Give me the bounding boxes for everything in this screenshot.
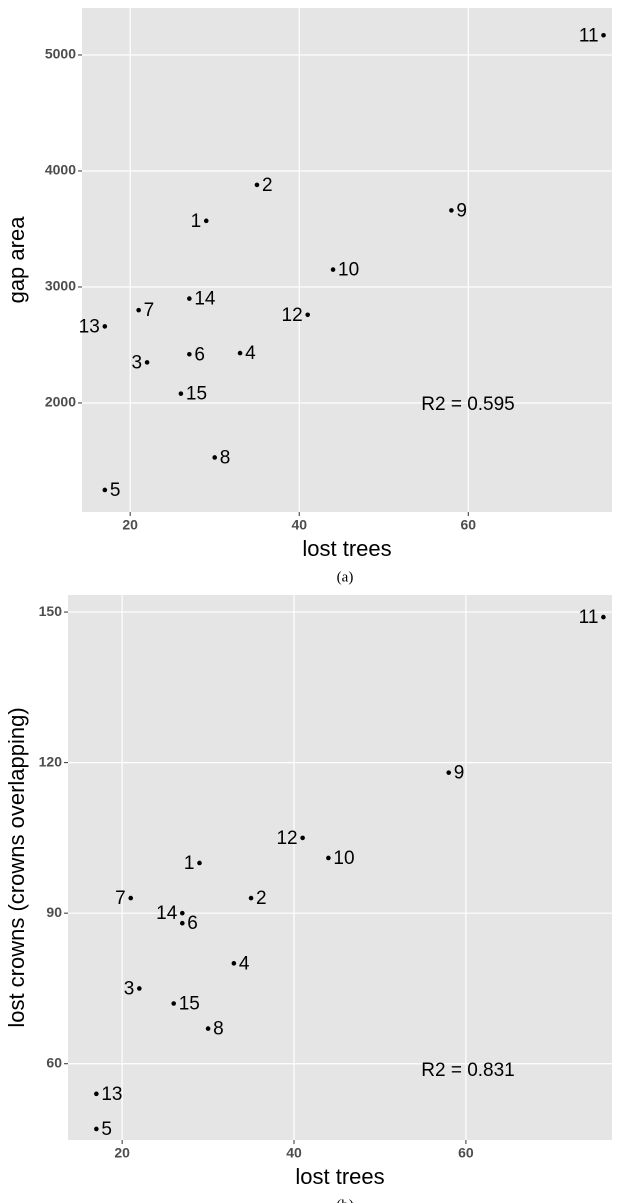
point <box>178 391 184 396</box>
point-label: 3 <box>124 978 135 999</box>
point <box>171 1001 177 1006</box>
point <box>187 351 192 357</box>
y-tick-label: 150 <box>39 603 63 619</box>
y-tick-label: 3000 <box>45 278 76 294</box>
point-label: 2 <box>262 175 273 196</box>
point-label: 3 <box>132 352 143 373</box>
x-tick-label: 20 <box>122 517 138 533</box>
point-label: 7 <box>144 300 155 321</box>
point <box>94 1126 99 1132</box>
point-label: 13 <box>101 1084 122 1105</box>
point <box>128 895 134 901</box>
point <box>248 895 254 901</box>
point-label: 15 <box>186 384 207 405</box>
point-label: 6 <box>194 344 205 365</box>
point-label: 10 <box>338 260 359 281</box>
y-tick-label: 90 <box>46 904 62 920</box>
point-label: 5 <box>101 1119 112 1140</box>
point-label: 8 <box>213 1019 224 1040</box>
point-label: 12 <box>276 828 297 849</box>
point-label: 13 <box>79 316 100 337</box>
x-axis-title: lost trees <box>302 536 391 561</box>
y-tick-label: 2000 <box>45 394 76 410</box>
x-tick-label: 40 <box>286 1145 302 1161</box>
x-tick-label: 20 <box>114 1145 130 1161</box>
panel-background <box>82 8 612 512</box>
point <box>254 182 260 188</box>
point <box>102 487 108 493</box>
point <box>94 1091 99 1097</box>
y-tick-label: 60 <box>46 1054 62 1070</box>
point-label: 14 <box>156 903 178 924</box>
y-tick-label: 5000 <box>45 46 76 62</box>
point-label: 8 <box>220 447 231 468</box>
point-label: 12 <box>282 305 303 326</box>
point-label: 9 <box>456 200 467 221</box>
point-label: 5 <box>110 480 121 501</box>
point-label: 1 <box>184 853 195 874</box>
point <box>180 910 185 916</box>
annotation: R2 = 0.831 <box>421 1060 515 1081</box>
point <box>326 855 331 861</box>
caption: (a) <box>337 569 354 585</box>
point <box>187 296 192 301</box>
point <box>446 770 452 775</box>
point-label: 4 <box>245 343 256 364</box>
point-label: 4 <box>239 953 250 974</box>
point-label: 14 <box>194 289 216 310</box>
point <box>137 986 142 991</box>
point-label: 10 <box>333 848 354 869</box>
annotation: R2 = 0.595 <box>421 394 515 415</box>
point <box>449 208 454 213</box>
y-tick-label: 120 <box>39 753 63 769</box>
y-tick-label: 4000 <box>45 162 76 178</box>
y-axis-title: lost crowns (crowns overlapping) <box>4 707 29 1027</box>
point <box>136 307 141 313</box>
point-label: 11 <box>579 607 599 628</box>
panel-background <box>68 595 612 1140</box>
point-label: 15 <box>179 994 200 1015</box>
point-label: 2 <box>256 888 267 909</box>
point <box>212 455 218 460</box>
point-label: 7 <box>115 888 126 909</box>
point <box>237 350 243 356</box>
point <box>601 614 606 620</box>
point-label: 11 <box>579 25 599 46</box>
point <box>330 267 336 272</box>
point <box>203 218 209 224</box>
x-axis-title: lost trees <box>295 1164 384 1189</box>
point <box>300 835 305 841</box>
point <box>197 860 202 866</box>
caption: (b) <box>336 1197 354 1203</box>
point <box>102 324 108 329</box>
x-tick-label: 40 <box>291 517 307 533</box>
point <box>601 32 606 38</box>
point <box>144 360 150 365</box>
point <box>205 1026 211 1031</box>
y-axis-title: gap area <box>4 216 29 304</box>
x-tick-label: 60 <box>461 517 477 533</box>
point-label: 6 <box>187 913 198 934</box>
point <box>305 312 310 318</box>
point-label: 1 <box>191 211 202 232</box>
point <box>180 920 185 926</box>
point <box>231 961 237 966</box>
point-label: 9 <box>454 763 465 784</box>
x-tick-label: 60 <box>458 1145 474 1161</box>
